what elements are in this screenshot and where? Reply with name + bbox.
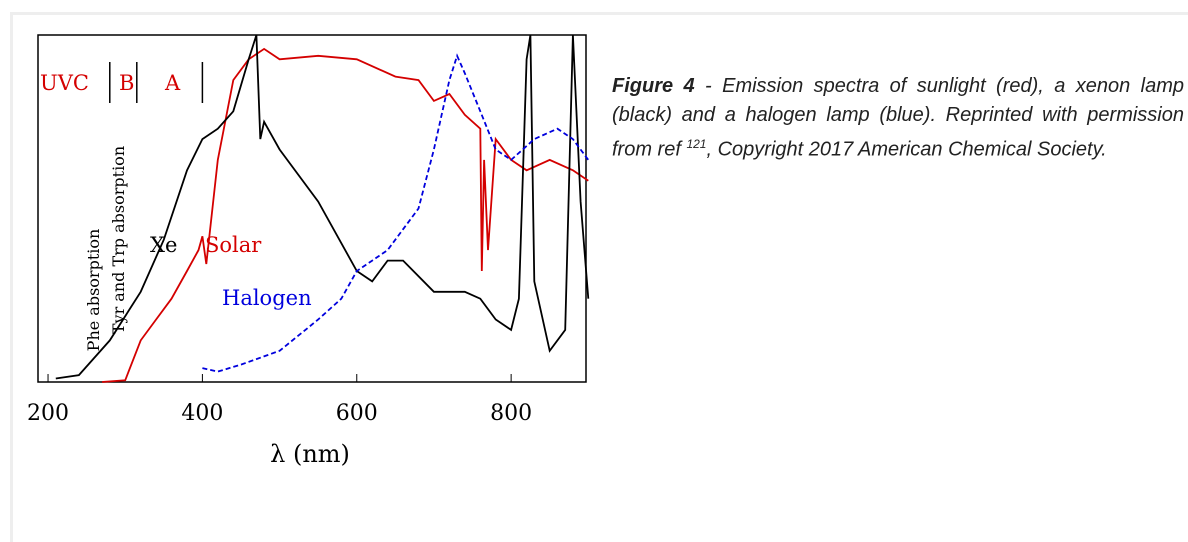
caption-ref: 121	[686, 137, 707, 151]
caption: Figure 4 - Emission spectra of sunlight …	[612, 72, 1184, 165]
annotation: A	[164, 71, 181, 95]
page-frame	[10, 12, 1188, 542]
series-line	[102, 47, 589, 383]
chart: λ (nm) 200 400 600 800 UVC B A Xe Solar Halogen Ph…	[27, 34, 590, 468]
annotation: Solar	[205, 233, 262, 257]
caption-tail: , Copyright 2017 American Chemical Socie…	[706, 138, 1107, 161]
annotation: Phe absorption	[84, 229, 103, 352]
annotation: B	[119, 71, 134, 95]
series-line	[202, 53, 590, 373]
caption-text: - Emission spectra of sunlight (red), a …	[612, 75, 1184, 161]
x-axis-label: λ (nm)	[270, 440, 350, 468]
caption-label: Figure 4	[612, 75, 695, 97]
x-tick-label: 200	[27, 401, 69, 426]
x-tick-label: 600	[336, 401, 378, 426]
x-tick-label: 800	[490, 401, 532, 426]
annotation: UVC	[40, 71, 89, 95]
plot-frame	[37, 34, 587, 383]
x-tick-label: 400	[181, 401, 223, 426]
annotation: Halogen	[222, 286, 312, 310]
annotation: Xe	[150, 233, 177, 257]
series-line	[55, 34, 590, 380]
annotation: Tyr and Trp absorption	[109, 146, 128, 334]
